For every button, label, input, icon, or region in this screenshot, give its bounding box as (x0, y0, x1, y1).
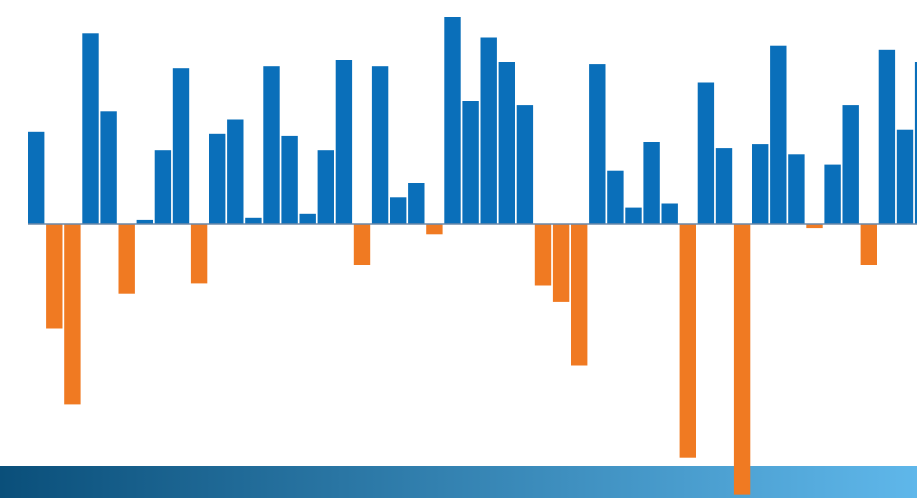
bar-negative (679, 224, 696, 458)
bar-negative (46, 224, 63, 329)
bar-negative (426, 224, 443, 235)
bar-positive (643, 142, 660, 224)
bar-positive (281, 135, 298, 224)
bar-negative (534, 224, 552, 286)
bar-positive (914, 62, 917, 224)
bar-positive (715, 148, 733, 224)
bar-positive (408, 183, 425, 224)
bar-positive (661, 203, 678, 224)
bar-negative (353, 224, 371, 265)
bar-positive (788, 154, 805, 224)
footer-gradient-band (0, 466, 917, 498)
bar-positive (625, 207, 642, 224)
bar-positive (607, 170, 624, 224)
bar-positive (154, 150, 172, 224)
bar-positive (263, 66, 280, 224)
bar-positive (752, 144, 769, 225)
bars-group (28, 17, 917, 495)
bar-negative (733, 224, 751, 495)
bar-positive (516, 105, 534, 224)
bar-positive (317, 150, 334, 224)
bar-positive (589, 64, 606, 224)
bar-positive (172, 68, 190, 224)
bar-positive (824, 164, 841, 224)
bar-negative (860, 224, 877, 265)
bar-positive (28, 131, 45, 225)
bar-negative (190, 224, 208, 284)
bar-positive (770, 45, 787, 225)
bar-positive (896, 129, 914, 224)
bar-negative (118, 224, 135, 294)
bar-negative (552, 224, 570, 302)
bar-positive (462, 101, 479, 224)
bar-negative (571, 224, 588, 366)
bar-positive (227, 119, 244, 224)
bar-positive (390, 197, 407, 224)
bar-positive (245, 217, 262, 224)
bar-positive (498, 62, 515, 224)
bar-positive (100, 111, 117, 225)
bar-negative (64, 224, 81, 405)
bar-positive (371, 66, 389, 224)
bar-positive (697, 82, 715, 224)
bar-positive (136, 219, 153, 224)
bar-positive (480, 37, 497, 224)
bar-positive (299, 213, 316, 225)
bar-positive (842, 105, 859, 224)
bar-positive (82, 33, 99, 224)
bar-positive (878, 49, 896, 225)
bar-positive (335, 60, 353, 224)
bar-positive (209, 133, 226, 224)
bar-positive (444, 17, 461, 224)
bar-negative (806, 224, 823, 229)
